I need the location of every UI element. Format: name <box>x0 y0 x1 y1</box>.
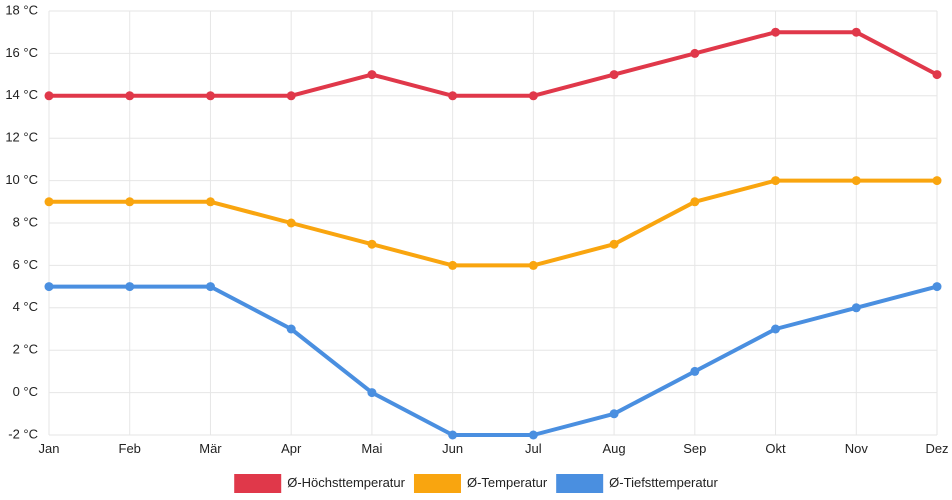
data-point[interactable] <box>125 282 135 292</box>
data-point[interactable] <box>609 409 619 419</box>
y-tick-label: 0 °C <box>13 384 38 399</box>
data-point[interactable] <box>690 366 700 376</box>
data-point[interactable] <box>286 218 296 228</box>
y-tick-label: 8 °C <box>13 214 38 229</box>
data-point[interactable] <box>851 176 861 186</box>
y-axis-tick-labels: -2 °C 0 °C 2 °C 4 °C 6 °C 8 °C 10 °C 12 °C 14 °C… <box>5 2 38 441</box>
legend-label: Ø-Tiefsttemperatur <box>609 475 718 490</box>
data-point[interactable] <box>448 91 458 101</box>
data-point[interactable] <box>205 282 215 292</box>
data-point[interactable] <box>771 324 781 334</box>
data-point[interactable] <box>44 91 54 101</box>
y-tick-label: 18 °C <box>5 2 38 17</box>
data-point[interactable] <box>286 91 296 101</box>
y-tick-label: 4 °C <box>13 299 38 314</box>
x-tick-label: Jul <box>525 441 542 456</box>
legend-swatch <box>234 474 282 493</box>
data-point[interactable] <box>690 48 700 58</box>
legend-label: Ø-Höchsttemperatur <box>287 475 405 490</box>
y-tick-label: 2 °C <box>13 342 38 357</box>
legend: Ø-Höchsttemperatur Ø-Temperatur Ø-Tiefstte… <box>234 474 718 493</box>
legend-item-1[interactable]: Ø-Höchsttemperatur <box>234 474 406 493</box>
data-point[interactable] <box>367 70 377 80</box>
legend-item-2[interactable]: Ø-Temperatur <box>413 474 548 493</box>
data-point[interactable] <box>528 430 538 440</box>
x-tick-label: Jan <box>39 441 60 456</box>
data-point[interactable] <box>528 91 538 101</box>
data-point[interactable] <box>286 324 296 334</box>
y-tick-label: 12 °C <box>5 130 38 145</box>
data-point[interactable] <box>125 91 135 101</box>
x-tick-label: Aug <box>603 441 626 456</box>
data-point[interactable] <box>690 197 700 207</box>
data-point[interactable] <box>448 260 458 270</box>
data-point[interactable] <box>205 197 215 207</box>
x-tick-label: Dez <box>925 441 948 456</box>
x-tick-label: Apr <box>281 441 302 456</box>
series-line <box>47 178 939 268</box>
data-point[interactable] <box>851 27 861 37</box>
y-tick-label: 6 °C <box>13 257 38 272</box>
series-3 <box>44 282 942 440</box>
series-line <box>47 284 939 437</box>
x-tick-label: Mai <box>361 441 382 456</box>
data-point[interactable] <box>771 176 781 186</box>
data-point[interactable] <box>205 91 215 101</box>
data-point[interactable] <box>609 70 619 80</box>
data-point[interactable] <box>44 197 54 207</box>
x-tick-label: Okt <box>765 441 786 456</box>
data-point[interactable] <box>932 176 942 186</box>
data-point[interactable] <box>44 282 54 292</box>
data-point[interactable] <box>528 260 538 270</box>
data-point[interactable] <box>367 388 377 398</box>
series-1 <box>44 27 942 101</box>
data-point[interactable] <box>851 303 861 313</box>
x-tick-label: Jun <box>442 441 463 456</box>
data-point[interactable] <box>367 239 377 249</box>
data-point[interactable] <box>932 282 942 292</box>
x-tick-label: Feb <box>119 441 141 456</box>
x-tick-label: Mär <box>199 441 222 456</box>
series-line <box>47 30 939 98</box>
grid <box>48 10 938 436</box>
y-tick-label: 10 °C <box>5 172 38 187</box>
legend-swatch <box>413 474 461 493</box>
legend-item-3[interactable]: Ø-Tiefsttemperatur <box>556 474 718 493</box>
y-tick-label: 16 °C <box>5 45 38 60</box>
data-point[interactable] <box>771 27 781 37</box>
x-tick-label: Nov <box>845 441 869 456</box>
data-point[interactable] <box>932 70 942 80</box>
x-tick-label: Sep <box>683 441 706 456</box>
data-point[interactable] <box>125 197 135 207</box>
legend-label: Ø-Temperatur <box>467 475 548 490</box>
data-point[interactable] <box>609 239 619 249</box>
y-tick-label: 14 °C <box>5 87 38 102</box>
series-group <box>44 27 942 440</box>
legend-swatch <box>556 474 604 493</box>
data-point[interactable] <box>448 430 458 440</box>
y-tick-label: -2 °C <box>8 426 38 441</box>
x-axis-tick-labels: Jan Feb Mär Apr Mai Jun Jul Aug Sep Okt Nov Dez <box>39 441 949 456</box>
series-2 <box>44 176 942 270</box>
